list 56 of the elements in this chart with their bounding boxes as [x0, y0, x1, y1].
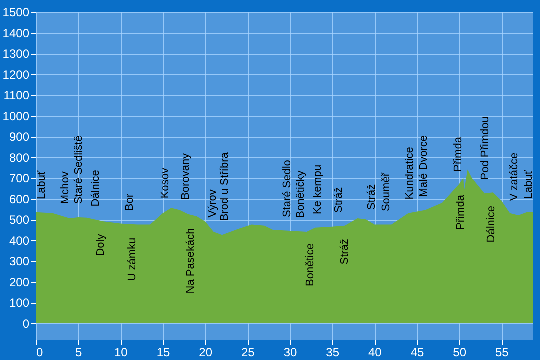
x-tick-label: 20	[199, 346, 213, 360]
annotation: Staré Sedliště	[73, 136, 86, 204]
annotation: Kundratice	[404, 147, 416, 200]
annotation: Dálnice	[90, 170, 102, 207]
annotation: Malé Dvorce	[418, 135, 430, 198]
x-tick-label: 25	[241, 346, 256, 360]
annotation: Borovany	[180, 152, 192, 200]
annotation: Stráž	[333, 187, 346, 213]
annotation: Labuť	[522, 170, 535, 200]
x-tick-label: 5	[75, 346, 82, 360]
y-tick-label: 400	[9, 234, 30, 248]
annotation: Dálnice	[486, 206, 498, 243]
annotation: Stráž	[366, 184, 378, 210]
y-tick-label: 0	[22, 316, 30, 331]
annotation: Bonětice	[304, 244, 316, 286]
annotation: Kosov	[160, 168, 172, 199]
y-tick-label: 1300	[2, 47, 30, 62]
annotation: Přimda	[455, 194, 468, 230]
annotation: Pod Přimdou	[480, 116, 492, 180]
annotation: Brod u Stříbra	[218, 152, 231, 222]
y-tick-label: 1400	[2, 26, 30, 40]
annotation: Výrov	[206, 189, 219, 218]
y-tick-label: 700	[9, 172, 30, 186]
y-tick-label: 1000	[2, 109, 30, 124]
x-tick-label: 50	[453, 346, 467, 360]
x-tick-label: 40	[368, 346, 382, 360]
annotation: Staré Sedlo	[281, 160, 294, 218]
x-tick-label: 0	[36, 346, 44, 360]
y-tick-label: 200	[9, 275, 30, 290]
y-tick-label: 1200	[2, 68, 30, 82]
y-tick-label: 1100	[4, 88, 30, 103]
x-tick-label: 55	[495, 346, 510, 360]
annotation: Stráž	[339, 239, 352, 265]
y-tick-label: 300	[9, 254, 30, 269]
annotation: Bonětičky	[295, 170, 308, 218]
annotation: Labuť	[36, 170, 48, 200]
annotation: Mchov	[60, 171, 72, 204]
y-tick-label: 600	[9, 192, 30, 206]
y-tick-label: 1500	[2, 6, 30, 20]
x-tick-label: 30	[284, 346, 298, 360]
x-tick-label: 15	[156, 346, 170, 360]
x-tick-label: 45	[410, 346, 424, 360]
x-tick-label: 10	[114, 346, 128, 360]
annotation: Přimda	[452, 136, 464, 172]
annotation: Doly	[95, 234, 108, 256]
y-tick-label: 100	[9, 296, 30, 310]
annotation: Ke kempu	[312, 164, 324, 214]
annotation: Souměř	[380, 172, 393, 212]
annotation: Bor	[124, 194, 136, 212]
y-tick-label: 500	[9, 213, 30, 228]
annotation: V zatáčce	[508, 152, 520, 202]
y-tick-label: 900	[9, 130, 30, 144]
x-tick-label: 35	[326, 346, 340, 360]
annotation: Na Pasekách	[184, 228, 197, 294]
annotation: U zámku	[126, 238, 139, 282]
y-tick-label: 800	[9, 150, 30, 165]
